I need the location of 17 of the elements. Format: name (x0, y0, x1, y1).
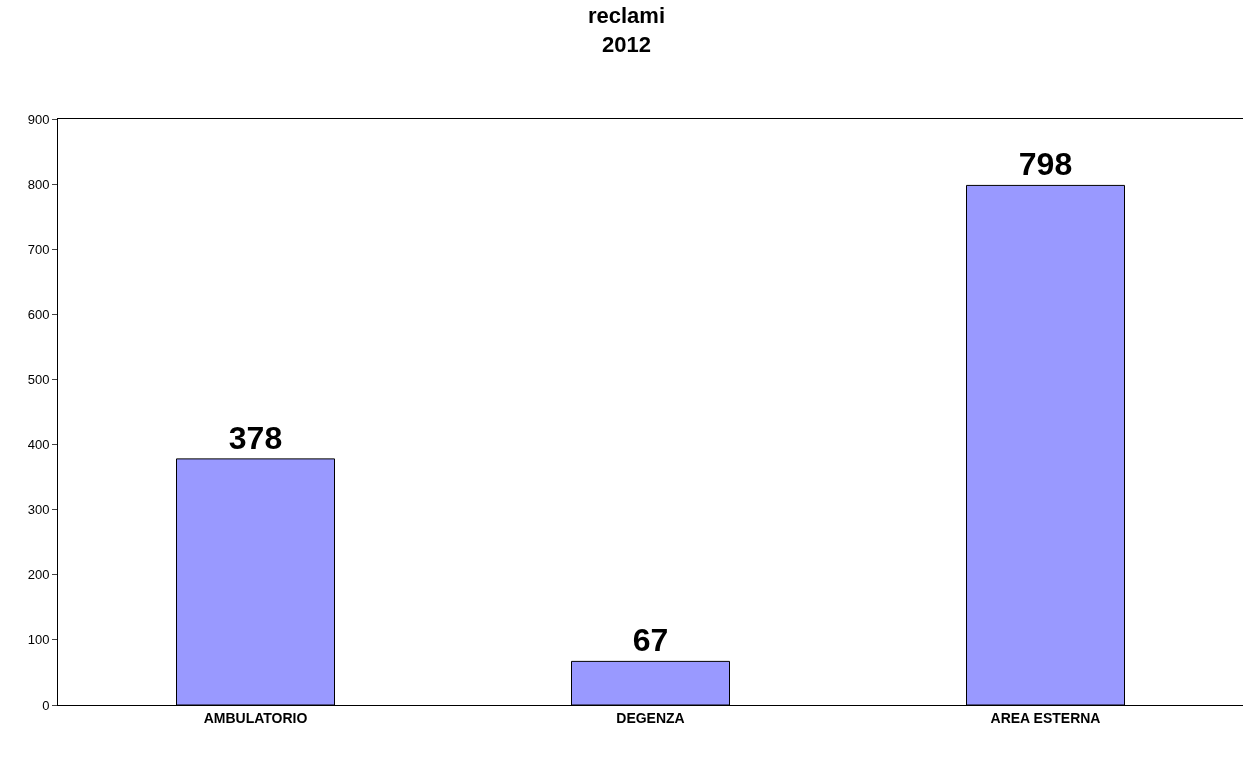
x-tick-label: AMBULATORIO (203, 709, 308, 726)
chart-title: reclami 2012 (587, 2, 666, 57)
y-tick-label: 0 (42, 697, 50, 713)
y-tick-label: 200 (27, 567, 50, 583)
x-tick-label: AREA ESTERNA (990, 709, 1101, 726)
y-tick-label: 300 (27, 502, 50, 518)
data-label: 67 (632, 622, 669, 659)
data-label: 378 (228, 419, 283, 456)
y-tick-label: 900 (27, 111, 50, 127)
y-tick-label: 800 (27, 176, 50, 192)
x-tick-label: DEGENZA (616, 709, 685, 726)
y-tick-label: 500 (27, 371, 50, 387)
y-tick-label: 600 (27, 306, 50, 322)
data-label: 798 (1018, 146, 1073, 183)
y-tick-label: 100 (27, 632, 50, 648)
y-tick-label: 400 (27, 437, 50, 453)
y-tick-label: 700 (27, 241, 50, 257)
